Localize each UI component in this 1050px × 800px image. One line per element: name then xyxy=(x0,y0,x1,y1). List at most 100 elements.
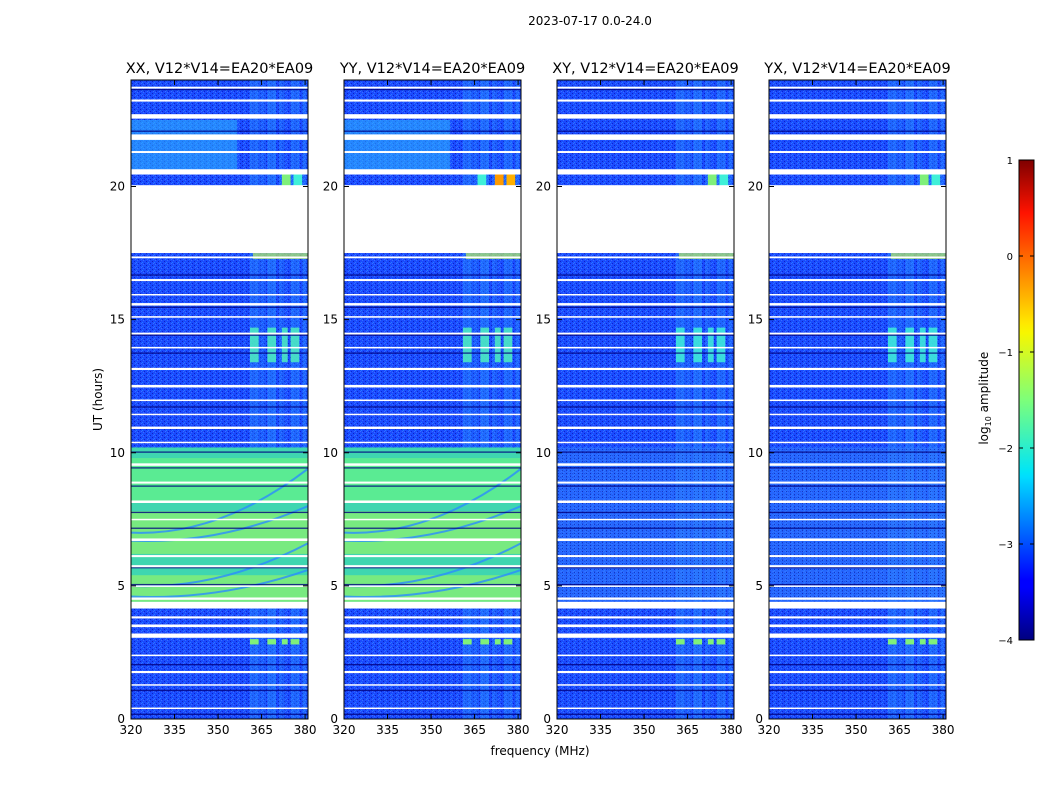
flagged-row xyxy=(769,601,946,609)
emission-region xyxy=(131,119,238,174)
dark-row xyxy=(131,352,308,354)
flagged-row xyxy=(769,500,946,503)
flagged-row xyxy=(131,518,308,521)
x-tick-label: 350 xyxy=(207,723,230,737)
rfi-block xyxy=(267,639,277,645)
rfi-block xyxy=(249,327,259,363)
flagged-row xyxy=(131,413,308,416)
dark-row xyxy=(344,485,521,487)
flagged-row xyxy=(344,99,521,102)
colorbar-label-sub: 10 xyxy=(984,416,994,427)
dark-row xyxy=(557,511,734,514)
flagged-row xyxy=(769,463,946,466)
flagged-row xyxy=(131,624,308,628)
rfi-band xyxy=(249,80,259,187)
flagged-row xyxy=(344,346,521,349)
y-tick-label: 20 xyxy=(110,180,125,194)
flagged-row xyxy=(344,384,521,388)
dark-row xyxy=(344,511,521,514)
flagged-row xyxy=(557,597,734,600)
dark-row xyxy=(131,130,308,132)
dark-row xyxy=(769,689,946,692)
flagged-row xyxy=(131,99,308,102)
flagged-row xyxy=(131,500,308,503)
rfi-block xyxy=(675,639,685,645)
dark-row xyxy=(769,130,946,132)
flagged-row xyxy=(769,135,946,140)
flagged-row xyxy=(344,185,521,188)
flagged-row xyxy=(131,426,308,429)
x-tick-label: 350 xyxy=(633,723,656,737)
flagged-row xyxy=(557,303,734,306)
flagged-row xyxy=(344,413,521,416)
flagged-row xyxy=(769,279,946,282)
flagged-row xyxy=(131,384,308,388)
rfi-block xyxy=(480,327,490,363)
flagged-row xyxy=(344,169,521,172)
flagged-row xyxy=(131,616,308,619)
flagged-row xyxy=(557,256,734,259)
flagged-row xyxy=(769,538,946,541)
dark-row xyxy=(769,567,946,569)
rfi-block xyxy=(887,639,897,645)
panel-xy: XY, V12*V14=EA20*EA09 320 335 350 365 380 0 5 10… xyxy=(536,61,743,737)
dark-row xyxy=(769,88,946,91)
dark-row xyxy=(131,306,308,308)
rfi-band xyxy=(302,80,307,187)
colorbar xyxy=(1018,159,1035,641)
flagged-row xyxy=(344,135,521,140)
x-tick-label: 365 xyxy=(676,723,699,737)
flagged-row xyxy=(131,597,308,600)
flagged-row xyxy=(557,399,734,402)
flagged-row xyxy=(557,413,734,416)
flagged-row xyxy=(131,185,308,188)
flagged-row xyxy=(769,316,946,318)
x-tick-label: 335 xyxy=(801,723,824,737)
flagged-row xyxy=(769,367,946,370)
flagged-row xyxy=(769,597,946,600)
rfi-block xyxy=(477,173,487,187)
rfi-band xyxy=(896,80,904,187)
flagged-row xyxy=(131,463,308,466)
flagged-row xyxy=(131,634,308,638)
dark-row xyxy=(557,451,734,453)
dark-row xyxy=(557,689,734,692)
flagged-row xyxy=(769,633,946,636)
flagged-row xyxy=(344,171,521,175)
flagged-row xyxy=(769,670,946,674)
panel-title: XY, V12*V14=EA20*EA09 xyxy=(552,61,738,77)
y-tick-label: 5 xyxy=(543,579,551,593)
flagged-row xyxy=(769,293,946,296)
flagged-row xyxy=(769,426,946,429)
flagged-row xyxy=(557,316,734,318)
dark-row xyxy=(557,485,734,487)
flagged-row xyxy=(131,293,308,296)
rfi-block xyxy=(290,639,300,645)
flagged-row xyxy=(769,565,946,568)
dark-row xyxy=(557,352,734,354)
flagged-row xyxy=(344,426,521,429)
flagged-row xyxy=(344,134,521,137)
flagged-row xyxy=(557,426,734,429)
flagged-row xyxy=(344,500,521,503)
flagged-row xyxy=(557,654,734,657)
flagged-row xyxy=(769,624,946,628)
flagged-row xyxy=(769,413,946,416)
heatmap-area xyxy=(769,80,946,719)
fringe-curve xyxy=(131,467,308,534)
flagged-row xyxy=(131,585,308,587)
dark-row xyxy=(557,306,734,308)
emission-noise xyxy=(769,447,946,605)
x-tick-label: 320 xyxy=(333,723,356,737)
dark-row xyxy=(344,527,521,529)
colorbar-tick-label: −4 xyxy=(998,636,1013,647)
dark-row xyxy=(131,663,308,666)
y-tick-label: 10 xyxy=(110,446,125,460)
dark-row xyxy=(131,467,308,469)
flagged-row xyxy=(344,279,521,282)
panel-frame xyxy=(343,79,522,720)
y-tick-label: 5 xyxy=(117,579,125,593)
flagged-row xyxy=(557,538,734,541)
flagged-row xyxy=(344,463,521,466)
x-tick-label: 350 xyxy=(845,723,868,737)
